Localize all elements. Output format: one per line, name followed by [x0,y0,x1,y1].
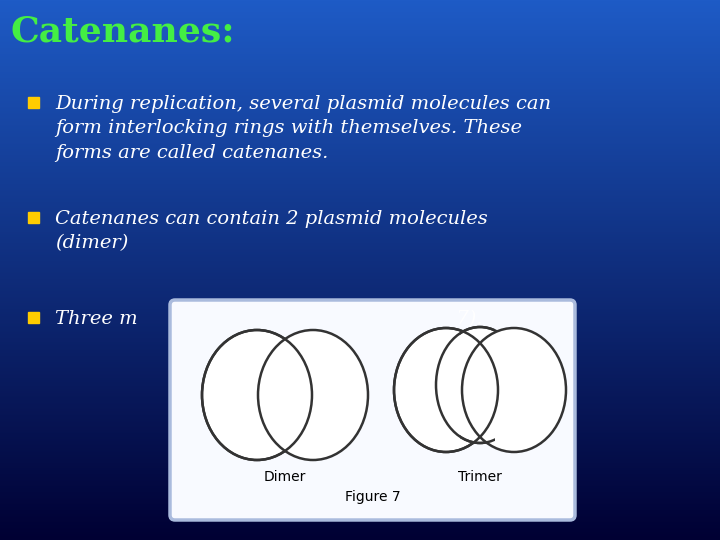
Text: Trimer: Trimer [458,470,502,484]
FancyBboxPatch shape [28,312,39,323]
Text: During replication, several plasmid molecules can
form interlocking rings with t: During replication, several plasmid mole… [55,95,551,161]
FancyBboxPatch shape [28,97,39,108]
Ellipse shape [462,328,566,452]
Ellipse shape [258,330,368,460]
Text: Figure 7: Figure 7 [345,490,400,504]
FancyBboxPatch shape [28,212,39,223]
Text: Catenanes can contain 2 plasmid molecules
(dimer): Catenanes can contain 2 plasmid molecule… [55,210,487,252]
Ellipse shape [436,327,524,443]
Text: Dimer: Dimer [264,470,306,484]
Ellipse shape [394,328,498,452]
Text: Three m                                                   7).: Three m 7). [55,310,482,328]
Ellipse shape [202,330,312,460]
Text: Catenanes:: Catenanes: [10,15,235,49]
FancyBboxPatch shape [170,300,575,520]
